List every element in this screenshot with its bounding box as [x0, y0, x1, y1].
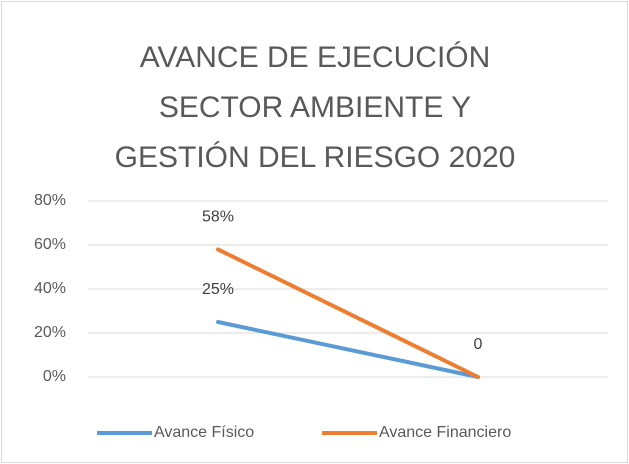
series-line [216, 247, 480, 379]
y-tick-label: 60% [34, 236, 66, 253]
y-tick-label: 40% [34, 280, 66, 297]
y-tick-label: 80% [34, 192, 66, 209]
data-label: 25% [202, 281, 234, 298]
chart-title: AVANCE DE EJECUCIÓN SECTOR AMBIENTE Y GE… [114, 41, 516, 174]
data-label: 0 [474, 336, 483, 353]
y-tick-label: 0% [43, 368, 66, 385]
data-label: 58% [202, 209, 234, 226]
legend-label: Avance Físico [154, 424, 254, 441]
legend-label: Avance Financiero [379, 424, 511, 441]
y-tick-label: 20% [34, 324, 66, 341]
series-line [216, 320, 480, 379]
